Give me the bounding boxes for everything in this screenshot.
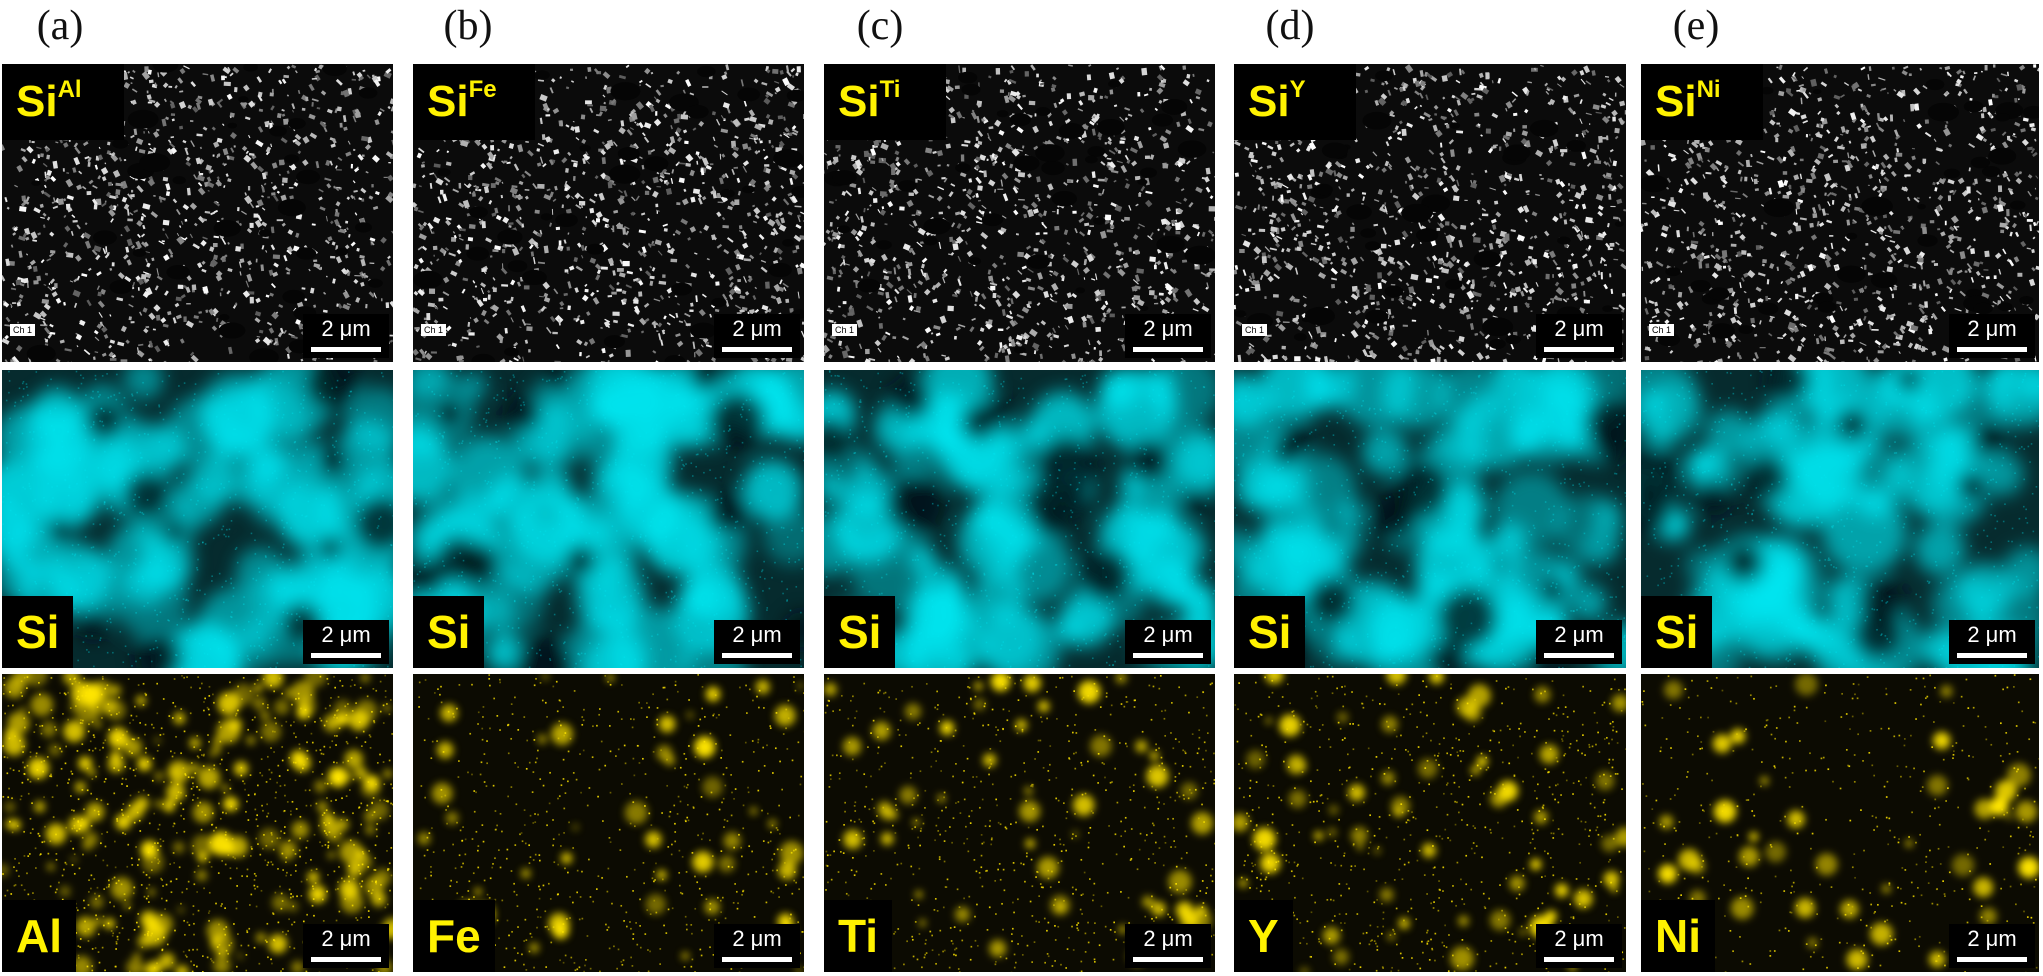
scale-bar-line: [722, 347, 792, 352]
scale-bar-line: [1133, 653, 1203, 658]
sample-label: SiTi: [824, 64, 946, 140]
scale-bar-label: 2 μm: [1967, 926, 2017, 951]
scale-bar: 2 μm: [1949, 620, 2035, 664]
scale-bar: 2 μm: [303, 924, 389, 968]
element-label-si: Si: [1234, 596, 1306, 668]
scale-bar-label: 2 μm: [732, 316, 782, 341]
scale-bar-label: 2 μm: [321, 316, 371, 341]
element-label-y: Y: [1234, 900, 1293, 972]
sem-image-y: SiY Ch 1 2 μm: [1234, 64, 1626, 362]
element-label-si: Si: [413, 596, 485, 668]
channel-tag: Ch 1: [10, 324, 36, 336]
scale-bar: 2 μm: [1125, 620, 1211, 664]
column-label-e: (e): [1672, 3, 1720, 49]
column-label-a: (a): [36, 3, 84, 49]
si-map-ni: Si 2 μm: [1641, 370, 2039, 668]
scale-bar-label: 2 μm: [732, 622, 782, 647]
scale-bar: 2 μm: [1536, 924, 1622, 968]
si-map-al: Si 2 μm: [2, 370, 393, 668]
fe-map: Fe 2 μm: [413, 674, 804, 972]
scale-bar-line: [1957, 957, 2027, 962]
scale-bar-label: 2 μm: [321, 622, 371, 647]
scale-bar-line: [311, 653, 381, 658]
scale-bar-line: [722, 957, 792, 962]
scale-bar-label: 2 μm: [1967, 622, 2017, 647]
sample-superscript: Al: [57, 76, 82, 103]
scale-bar: 2 μm: [303, 314, 389, 358]
sample-base: Si: [1655, 77, 1697, 126]
sample-label: SiFe: [413, 64, 535, 140]
element-label-ti: Ti: [824, 900, 893, 972]
scale-bar: 2 μm: [714, 314, 800, 358]
scale-bar-line: [1133, 957, 1203, 962]
scale-bar: 2 μm: [714, 620, 800, 664]
sample-label: SiY: [1234, 64, 1356, 140]
scale-bar-label: 2 μm: [1554, 316, 1604, 341]
sem-image-al: SiAl Ch 1 2 μm: [2, 64, 393, 362]
scale-bar-label: 2 μm: [1554, 622, 1604, 647]
scale-bar: 2 μm: [1125, 314, 1211, 358]
sem-image-ti: SiTi Ch 1 2 μm: [824, 64, 1215, 362]
column-label-c: (c): [856, 3, 904, 49]
sample-base: Si: [16, 77, 58, 126]
channel-tag: Ch 1: [421, 324, 447, 336]
scale-bar-line: [1957, 347, 2027, 352]
scale-bar: 2 μm: [1125, 924, 1211, 968]
element-label-al: Al: [2, 900, 76, 972]
sample-base: Si: [1248, 77, 1290, 126]
element-label-si: Si: [1641, 596, 1713, 668]
ti-map: Ti 2 μm: [824, 674, 1215, 972]
scale-bar-label: 2 μm: [1143, 316, 1193, 341]
scale-bar-label: 2 μm: [321, 926, 371, 951]
sem-image-fe: SiFe Ch 1 2 μm: [413, 64, 804, 362]
sample-superscript: Ni: [1696, 76, 1721, 103]
column-label-b: (b): [443, 3, 493, 49]
scale-bar-label: 2 μm: [1967, 316, 2017, 341]
ni-map: Ni 2 μm: [1641, 674, 2039, 972]
sample-label: SiNi: [1641, 64, 1763, 140]
channel-tag: Ch 1: [1242, 324, 1268, 336]
sample-superscript: Y: [1289, 76, 1306, 103]
al-map: Al 2 μm: [2, 674, 393, 972]
scale-bar-line: [1544, 347, 1614, 352]
y-map: Y 2 μm: [1234, 674, 1626, 972]
scale-bar-label: 2 μm: [1143, 622, 1193, 647]
scale-bar-line: [311, 957, 381, 962]
sample-base: Si: [427, 77, 469, 126]
element-label-fe: Fe: [413, 900, 495, 972]
channel-tag: Ch 1: [832, 324, 858, 336]
scale-bar: 2 μm: [714, 924, 800, 968]
scale-bar: 2 μm: [1949, 314, 2035, 358]
scale-bar-line: [311, 347, 381, 352]
scale-bar: 2 μm: [303, 620, 389, 664]
scale-bar-line: [1544, 957, 1614, 962]
sample-label: SiAl: [2, 64, 124, 140]
sample-superscript: Fe: [468, 76, 497, 103]
sem-image-ni: SiNi Ch 1 2 μm: [1641, 64, 2039, 362]
sample-base: Si: [838, 77, 880, 126]
scale-bar: 2 μm: [1949, 924, 2035, 968]
element-label-ni: Ni: [1641, 900, 1715, 972]
channel-tag: Ch 1: [1649, 324, 1675, 336]
element-label-si: Si: [2, 596, 74, 668]
scale-bar-line: [1957, 653, 2027, 658]
sample-superscript: Ti: [879, 76, 901, 103]
scale-bar-label: 2 μm: [732, 926, 782, 951]
si-map-ti: Si 2 μm: [824, 370, 1215, 668]
column-label-d: (d): [1265, 3, 1315, 49]
scale-bar-label: 2 μm: [1554, 926, 1604, 951]
scale-bar-line: [1544, 653, 1614, 658]
element-label-si: Si: [824, 596, 896, 668]
scale-bar: 2 μm: [1536, 314, 1622, 358]
si-map-y: Si 2 μm: [1234, 370, 1626, 668]
scale-bar-line: [1133, 347, 1203, 352]
scale-bar-label: 2 μm: [1143, 926, 1193, 951]
scale-bar-line: [722, 653, 792, 658]
scale-bar: 2 μm: [1536, 620, 1622, 664]
si-map-fe: Si 2 μm: [413, 370, 804, 668]
